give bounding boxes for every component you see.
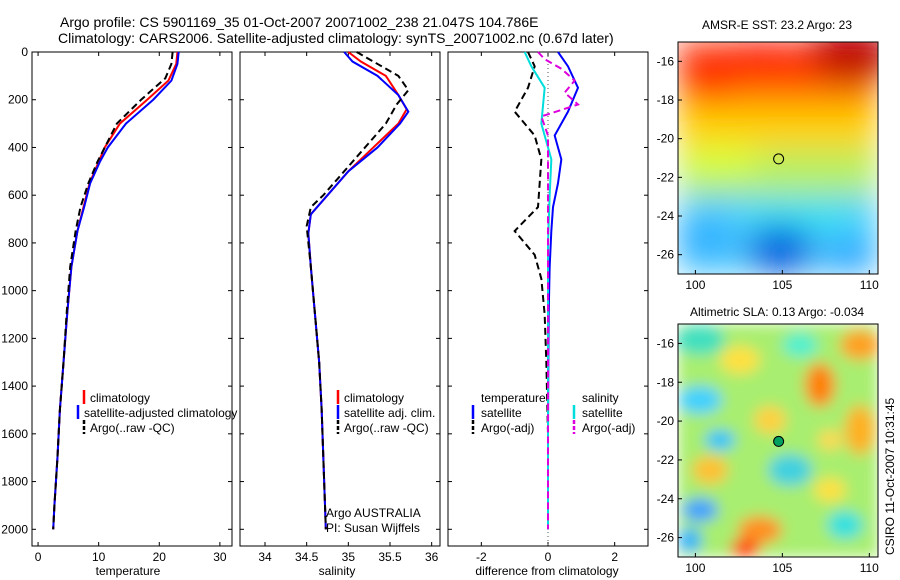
x-tick-label: 30 [213,550,227,564]
series-line-argo-raw-qc [52,51,174,530]
x-tick-label: 34 [258,550,272,564]
legend-label: satellite-adjusted climatology [84,406,237,420]
y-tick-label: 400 [8,140,28,154]
salinity-ticks: 34 34.5 35 35.5 36 [240,51,440,564]
sst-map-frame [677,41,879,275]
sla-map-frame [677,323,879,558]
y-tick-label: 200 [8,93,28,107]
legend-label: Argo(-adj) [582,421,635,435]
y-tick-label: 1400 [1,379,28,393]
x-tick-label: 36 [425,550,439,564]
x-tick-label: 35 [342,550,356,564]
legend-label: climatology [90,391,150,405]
y-tick-label: -26 [657,531,675,545]
y-tick-label: 1200 [1,331,28,345]
x-tick-label: 0 [545,550,552,564]
temperature-ticks: 0 200 400 600 800 1000 1200 1400 1600 1800 2000 0 10… [1,45,232,564]
difference-legend: temperature satellite Argo(-adj) salinit… [471,391,635,435]
argo-float-marker [773,153,785,165]
salinity-series [305,51,410,530]
y-tick-label: -26 [657,248,675,262]
x-tick-label: 100 [685,278,705,292]
series-line-satellite-adjusted-climatology [52,51,180,530]
legend-label: satellite [481,406,522,420]
legend-label: Argo(..raw -QC) [90,421,175,435]
temperature-series [52,51,180,530]
x-tick-label: 20 [153,550,167,564]
x-tick-label: 34.5 [295,550,319,564]
x-tick-label: 110 [860,278,879,292]
y-tick-label: 2000 [1,522,28,536]
legend-header-temperature: temperature [481,391,546,405]
legend-label: Argo(..raw -QC) [344,421,429,435]
y-tick-label: 1800 [1,475,28,489]
temperature-axes [31,51,233,547]
difference-ticks: -2 0 2 [448,51,648,564]
pi-label: PI: Susan Wijffels [326,521,420,535]
sst-map-title: AMSR-E SST: 23.2 Argo: 23 [702,18,852,32]
x-tick-label: 2 [611,550,618,564]
salinity-axes [239,51,441,547]
sst-field [678,42,878,274]
y-tick-label: -24 [657,492,675,506]
x-tick-label: 100 [685,561,705,575]
sla-map-title: Altimetric SLA: 0.13 Argo: -0.034 [690,305,864,319]
x-tick-label: 10 [92,550,106,564]
x-tick-label: 35.5 [378,550,402,564]
series-line-temperature-argo-adj [513,51,549,530]
x-tick-label: 105 [772,278,792,292]
sla-map-panel: Altimetric SLA: 0.13 Argo: -0.034 [657,305,880,575]
sst-map-panel: AMSR-E SST: 23.2 Argo: 23 100 105 110 -16 -1… [657,18,880,292]
salinity-xlabel: salinity [319,564,356,578]
x-tick-label: -2 [476,550,487,564]
y-tick-label: -22 [657,170,675,184]
series-line-salinity-argo-adj [537,51,580,530]
legend-label: climatology [344,391,404,405]
y-tick-label: -24 [657,209,675,223]
y-tick-label: 0 [21,45,28,59]
sla-map-ticks: 100 105 110 -16 -18 -20 -22 -24 -26 [657,336,880,575]
y-tick-label: -22 [657,453,675,467]
y-tick-label: -16 [657,54,675,68]
y-tick-label: -20 [657,414,675,428]
difference-series [513,51,580,530]
legend-header-salinity: salinity [582,391,619,405]
legend-label: Argo(-adj) [481,421,534,435]
sst-map-ticks: 100 105 110 -16 -18 -20 -22 -24 -26 [657,54,880,292]
difference-panel: -2 0 2 difference from climatology tempera… [447,51,649,578]
title-line-1: Argo profile: CS 5901169_35 01-Oct-2007 … [60,14,538,30]
y-tick-label: -18 [657,375,675,389]
credit-label: CSIRO 11-Oct-2007 10:31:45 [883,397,897,555]
series-line-argo-raw-qc [305,51,410,530]
temperature-panel: 0 200 400 600 800 1000 1200 1400 1600 1800 2000 0 10… [1,45,237,578]
x-tick-label: 105 [772,561,792,575]
salinity-legend: climatology satellite adj. clim. Argo(..… [336,390,435,435]
salinity-panel: 34 34.5 35 35.5 36 salinity climatology sate… [239,51,441,578]
legend-label: satellite [582,406,623,420]
x-tick-label: 0 [35,550,42,564]
argo-float-marker [773,435,785,447]
difference-xlabel: difference from climatology [475,564,618,578]
legend-label: satellite adj. clim. [344,406,435,420]
y-tick-label: -16 [657,336,675,350]
y-tick-label: 800 [8,236,28,250]
agency-label: Argo AUSTRALIA [326,506,421,520]
y-tick-label: 1600 [1,427,28,441]
temperature-legend: climatology satellite-adjusted climatolo… [76,390,237,435]
y-tick-label: 1000 [1,284,28,298]
y-tick-label: 600 [8,188,28,202]
title-line-2: Climatology: CARS2006. Satellite-adjuste… [58,30,614,46]
x-tick-label: 110 [860,561,879,575]
temperature-xlabel: temperature [96,564,161,578]
y-tick-label: -18 [657,93,675,107]
y-tick-label: -20 [657,132,675,146]
